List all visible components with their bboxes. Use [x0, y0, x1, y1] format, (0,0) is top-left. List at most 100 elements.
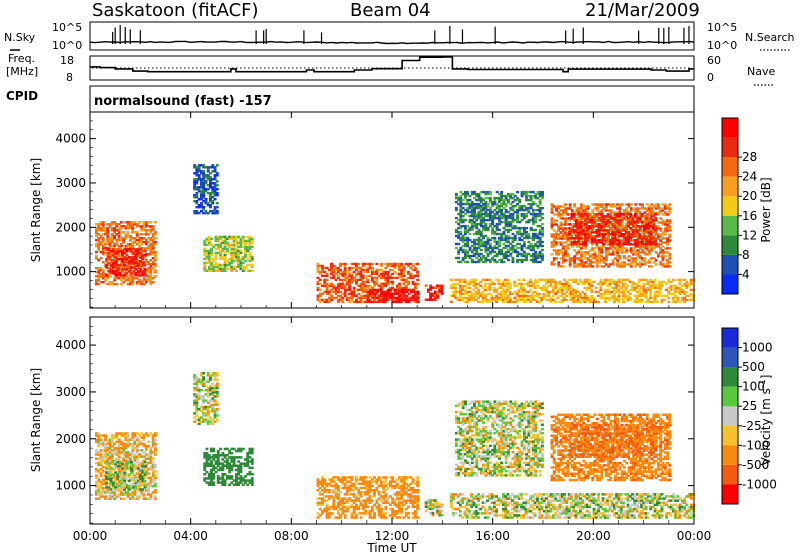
- power-cell: [573, 213, 576, 215]
- power-cell: [391, 281, 394, 283]
- power-cell: [210, 238, 213, 240]
- power-cell: [459, 231, 462, 233]
- power-cell: [668, 219, 671, 221]
- power-cell: [497, 279, 500, 281]
- power-cell: [538, 293, 541, 295]
- velocity-cell: [97, 445, 100, 448]
- power-cell: [138, 221, 141, 223]
- power-cell: [593, 297, 596, 299]
- power-cell: [441, 285, 444, 287]
- power-cell: [541, 253, 544, 255]
- power-cell: [216, 184, 219, 186]
- nave-tick-low: 0: [707, 71, 714, 84]
- power-colorbar-swatch: [722, 177, 738, 197]
- power-cell: [371, 267, 374, 269]
- date-title: 21/Mar/2009: [585, 0, 700, 21]
- power-cell: [664, 255, 667, 257]
- power-cell: [489, 197, 492, 199]
- power-cell: [566, 253, 569, 255]
- power-cell: [366, 279, 369, 281]
- noise-right-label: N.Search: [745, 31, 795, 44]
- power-cell: [629, 297, 632, 299]
- power-cell: [551, 253, 554, 255]
- power-cell: [668, 247, 671, 249]
- cpid-label: CPID: [6, 89, 38, 103]
- power-cell: [240, 250, 243, 252]
- power-cell: [541, 245, 544, 247]
- power-cell: [509, 297, 512, 299]
- power-cell: [568, 283, 571, 285]
- power-cell: [667, 297, 670, 299]
- beam-title: Beam 04: [350, 0, 431, 21]
- power-y-tick-label: 4000: [55, 132, 86, 146]
- power-cell: [507, 279, 510, 281]
- power-cell: [676, 297, 679, 299]
- noise-panel-frame: [90, 22, 694, 50]
- power-cell: [466, 261, 469, 263]
- power-cell: [102, 237, 105, 239]
- velocity-cell: [122, 498, 125, 501]
- power-cell: [493, 237, 496, 239]
- power-cell: [371, 301, 374, 303]
- power-cell: [668, 261, 671, 263]
- power-cell: [629, 243, 632, 245]
- power-cell: [516, 191, 519, 193]
- power-cell: [590, 285, 593, 287]
- power-cell: [457, 257, 460, 259]
- power-cell: [520, 283, 523, 285]
- power-cell: [251, 246, 254, 248]
- power-cell: [657, 203, 660, 205]
- power-colorbar-swatch: [722, 235, 738, 255]
- power-cell: [154, 241, 157, 243]
- power-cell: [235, 270, 238, 272]
- power-cell: [557, 261, 560, 263]
- power-cell: [407, 281, 410, 283]
- power-cell: [522, 279, 525, 281]
- power-cell: [216, 164, 219, 166]
- power-cell: [525, 227, 528, 229]
- power-colorbar-label: 24: [742, 170, 757, 184]
- power-cell: [105, 274, 108, 276]
- power-cell: [663, 299, 666, 301]
- power-cell: [587, 205, 590, 207]
- power-cell: [668, 233, 671, 235]
- power-cell: [493, 283, 496, 285]
- noise-tick-low-right: 10^0: [707, 39, 737, 52]
- power-cell: [202, 170, 205, 172]
- power-cell: [591, 265, 594, 267]
- noise-tick-low-left: 10^0: [52, 39, 82, 52]
- power-cell: [154, 231, 157, 233]
- power-cell: [154, 263, 157, 265]
- power-cell: [468, 287, 471, 289]
- velocity-cell: [127, 432, 130, 435]
- power-cell: [152, 281, 155, 283]
- power-cell: [541, 223, 544, 225]
- power-cell: [573, 203, 576, 205]
- power-cell: [672, 279, 675, 281]
- power-cell: [565, 299, 568, 301]
- power-cell: [654, 217, 657, 219]
- power-cell: [464, 279, 467, 281]
- power-cell: [654, 279, 657, 281]
- power-cell: [154, 221, 157, 223]
- power-cell: [527, 233, 530, 235]
- noise-sky-series: [90, 41, 694, 43]
- power-cell: [553, 263, 556, 265]
- power-colorbar-label: Power [dB]: [759, 177, 773, 242]
- power-cell: [650, 265, 653, 267]
- power-cell: [589, 213, 592, 215]
- power-colorbar-label: 20: [742, 189, 757, 203]
- power-cell: [457, 243, 460, 245]
- power-cell: [154, 275, 157, 277]
- power-cell: [154, 237, 157, 239]
- power-cell: [475, 279, 478, 281]
- power-cell: [416, 283, 419, 285]
- power-cell: [326, 279, 329, 281]
- power-cell: [627, 285, 630, 287]
- power-y-label: Slant Range [km]: [29, 158, 43, 262]
- power-cell: [454, 287, 457, 289]
- power-cell: [251, 256, 254, 258]
- power-cell: [115, 283, 118, 285]
- power-cell: [636, 229, 639, 231]
